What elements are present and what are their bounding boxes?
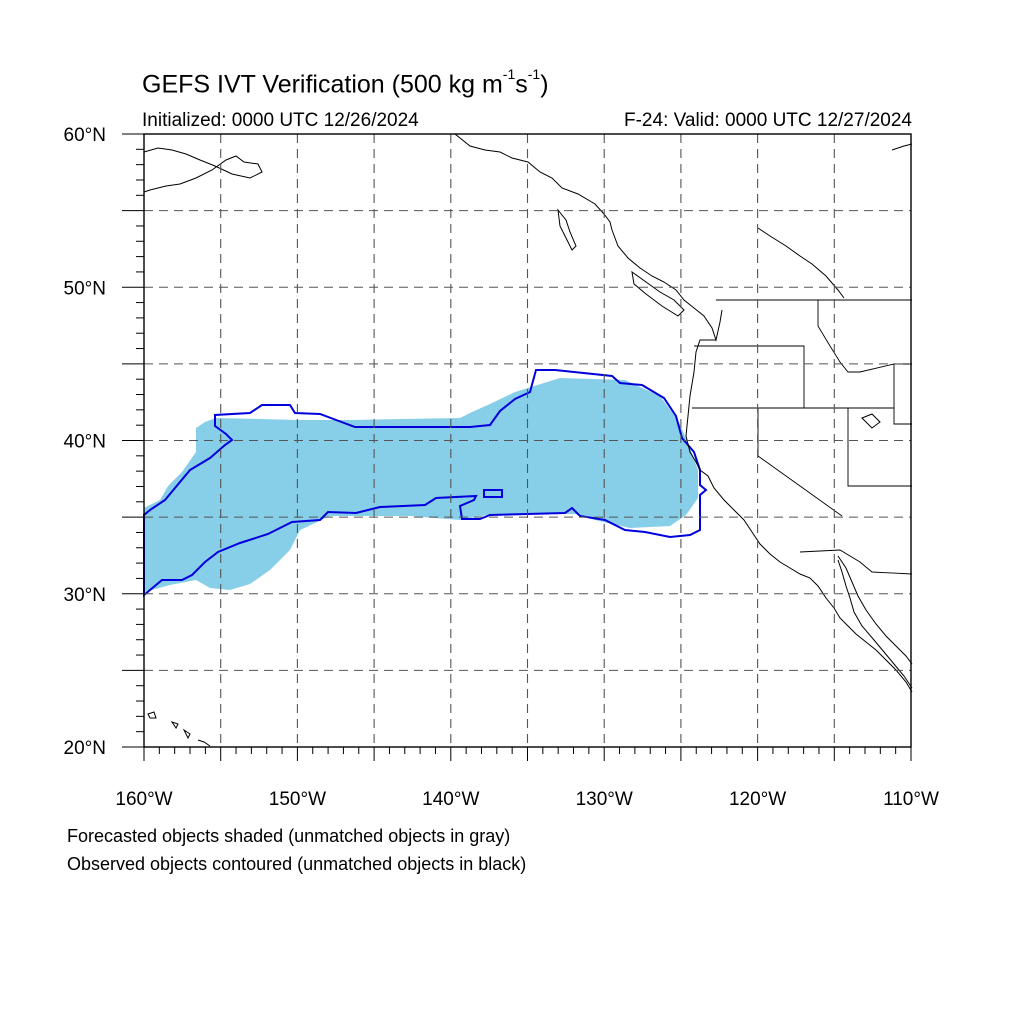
observed-object-small xyxy=(483,489,503,498)
political-boundaries xyxy=(692,299,913,575)
chart-title: GEFS IVT Verification (500 kg m-1s-1) xyxy=(142,66,549,99)
lat-label: 60°N xyxy=(64,125,106,146)
caption-observed: Observed objects contoured (unmatched ob… xyxy=(67,854,527,874)
lat-label: 20°N xyxy=(64,738,106,759)
lon-label: 120°W xyxy=(729,789,786,810)
valid-time-label: F-24: Valid: 0000 UTC 12/27/2024 xyxy=(624,110,912,131)
lon-label: 130°W xyxy=(576,789,633,810)
lat-label: 40°N xyxy=(64,432,106,453)
initialized-label: Initialized: 0000 UTC 12/26/2024 xyxy=(142,110,419,131)
coastline xyxy=(143,133,913,747)
lat-label: 30°N xyxy=(64,585,106,606)
lon-label: 140°W xyxy=(422,789,479,810)
caption-forecast: Forecasted objects shaded (unmatched obj… xyxy=(67,826,511,846)
lat-label: 50°N xyxy=(64,278,106,299)
lon-label: 160°W xyxy=(115,789,172,810)
forecast-object xyxy=(144,378,698,592)
lon-label: 110°W xyxy=(883,789,939,810)
observed-object-contour xyxy=(143,369,708,598)
lon-label: 150°W xyxy=(269,789,326,810)
